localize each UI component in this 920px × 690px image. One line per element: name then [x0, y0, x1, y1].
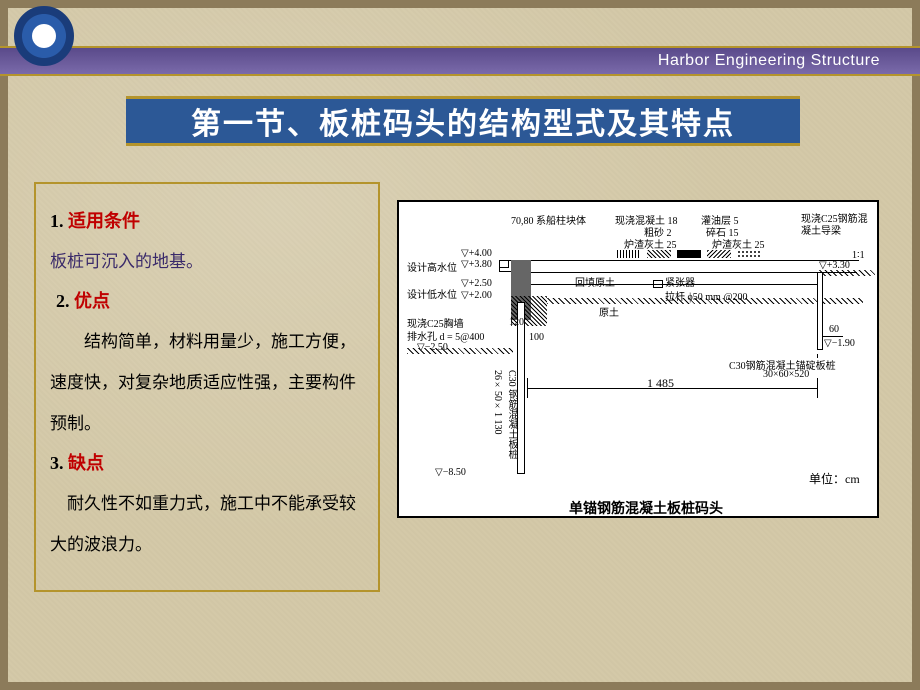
header-title: Harbor Engineering Structure: [658, 52, 880, 70]
header-bar: Harbor Engineering Structure: [0, 46, 920, 76]
lbl-hw: 设计高水位: [407, 259, 457, 274]
h1-label: 适用条件: [68, 211, 140, 231]
el2: +3.80: [469, 259, 492, 270]
lbl-bollard: 70,80 系船柱块体: [511, 212, 586, 227]
p1: 板桩可沉入的地基。: [50, 242, 364, 283]
lbl-slag2: 炉渣灰土 25: [712, 236, 765, 251]
lbl-original: 原土: [599, 304, 619, 319]
diagram-caption: 单锚钢筋混凝土板桩码头: [569, 498, 723, 518]
content-text-box: 1. 适用条件 板桩可沉入的地基。 2. 优点 结构简单，材料用量少，施工方便，…: [34, 182, 380, 592]
lbl-anchor-dim: 30×60×520: [763, 369, 809, 380]
h2-number: 2.: [56, 291, 70, 311]
lbl-main-pile: C30 钢筋混凝土板桩: [504, 370, 519, 459]
h2-label: 优点: [74, 291, 110, 311]
cross-section-diagram: 70,80 系船柱块体 现浇混凝土 18 粗砂 2 灌油层 5 碎石 15 炉渣…: [397, 200, 879, 518]
main-title-box: 第一节、板桩码头的结构型式及其特点: [126, 96, 800, 146]
lbl-drain: 排水孔 d = 5@400: [407, 328, 484, 343]
p3: 耐久性不如重力式，施工中不能承受较大的波浪力。: [50, 484, 364, 566]
h3-label: 缺点: [68, 453, 104, 473]
el3: +2.50: [469, 278, 492, 289]
dim-100: 100: [529, 332, 544, 343]
dim-60: 60: [829, 324, 839, 335]
h3-number: 3.: [50, 453, 64, 473]
el-bot-r: −1.90: [832, 338, 855, 349]
university-logo: [14, 6, 74, 66]
el-minus85: −8.50: [443, 467, 466, 478]
lbl-lw: 设计低水位: [407, 286, 457, 301]
dim-1485: 1 485: [647, 376, 674, 391]
dim-120: 120: [509, 317, 524, 328]
p2: 结构简单，材料用量少，施工方便，速度快，对复杂地质适应性强，主要构件预制。: [50, 322, 364, 444]
lbl-backfill: 回填原土: [575, 274, 615, 289]
el4: +2.00: [469, 290, 492, 301]
lbl-guide-beam: 现浇C25钢筋混凝土导梁: [801, 214, 873, 238]
main-title: 第一节、板桩码头的结构型式及其特点: [191, 99, 735, 143]
unit-label: 单位：cm: [809, 470, 860, 487]
el1: +4.00: [469, 248, 492, 259]
lbl-main-pile-dim: 26×50×1 130: [492, 370, 503, 435]
h1-number: 1.: [50, 211, 64, 231]
lbl-slag1: 炉渣灰土 25: [624, 236, 677, 251]
lbl-tension: 紧张器: [665, 274, 695, 289]
el-minus25: −2.50: [425, 342, 448, 353]
